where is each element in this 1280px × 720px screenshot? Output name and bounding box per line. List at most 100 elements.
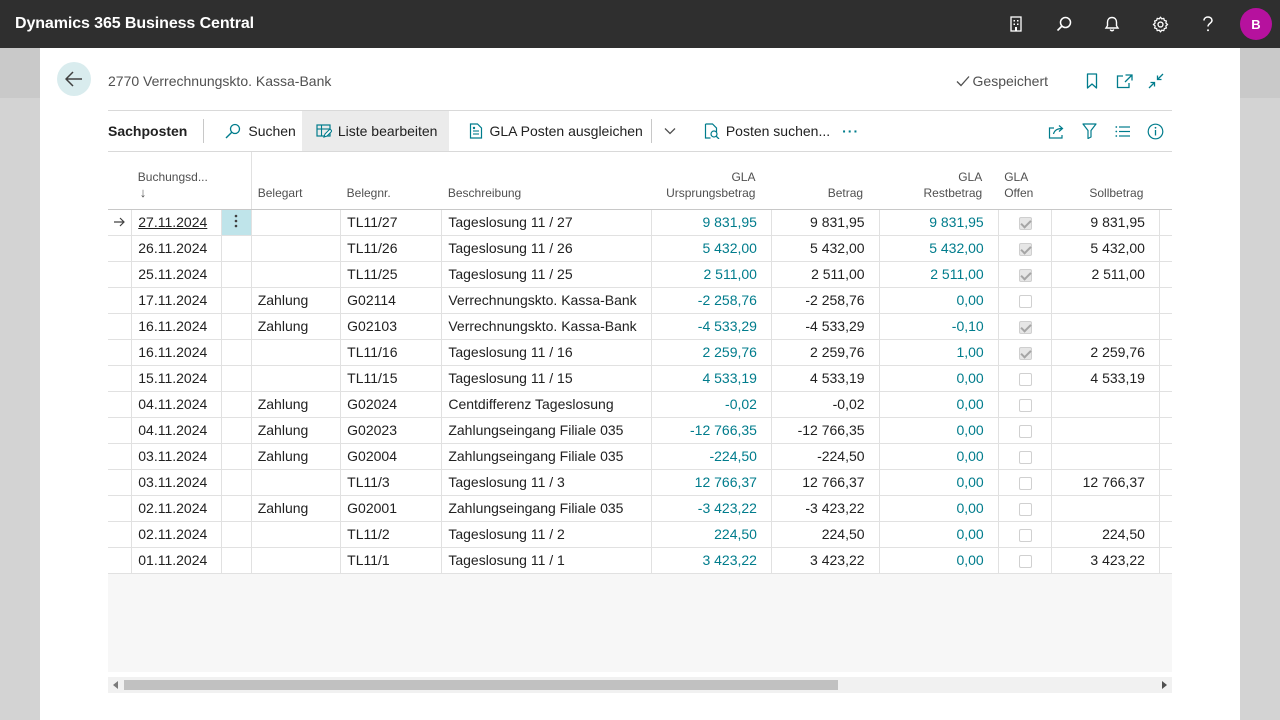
description-cell[interactable]: Zahlungseingang Filiale 035	[441, 417, 653, 444]
table-row[interactable]: 25.11.2024 TL11/25 Tageslosung 11 / 25 2 51…	[108, 261, 1172, 288]
amount-cell[interactable]: -2 258,76	[771, 287, 880, 314]
description-cell[interactable]: Tageslosung 11 / 25	[441, 261, 653, 288]
remaining-amount-cell[interactable]: 0,00	[879, 365, 999, 392]
document-no-cell[interactable]: G02114	[340, 287, 443, 314]
document-type-cell[interactable]	[251, 365, 342, 392]
remaining-amount-cell[interactable]: 0,00	[879, 521, 999, 548]
original-amount-cell[interactable]: 224,50	[651, 521, 772, 548]
original-amount-cell[interactable]: -4 533,29	[651, 313, 772, 340]
more-options-dropdown[interactable]	[656, 111, 690, 151]
description-cell[interactable]: Zahlungseingang Filiale 035	[441, 495, 653, 522]
posting-date-cell[interactable]: 15.11.2024	[131, 365, 223, 392]
posting-date-cell[interactable]: 25.11.2024	[131, 261, 223, 288]
table-row[interactable]: 27.11.2024 TL11/27 Tageslosung 11 / 27 9 83…	[108, 209, 1172, 236]
info-icon[interactable]	[1139, 118, 1172, 144]
amount-cell[interactable]: 4 533,19	[771, 365, 880, 392]
posting-date-cell[interactable]: 03.11.2024	[131, 469, 223, 496]
posting-date-cell[interactable]: 01.11.2024	[131, 547, 223, 574]
search-button[interactable]: Suchen	[218, 111, 301, 151]
original-amount-cell[interactable]: 2 511,00	[651, 261, 772, 288]
original-amount-cell[interactable]: -12 766,35	[651, 417, 772, 444]
edit-list-button[interactable]: Liste bearbeiten	[301, 111, 450, 151]
document-no-cell[interactable]: G02004	[340, 443, 443, 470]
debit-amount-cell[interactable]	[1051, 391, 1160, 418]
posting-date-cell[interactable]: 26.11.2024	[131, 235, 223, 262]
document-type-cell[interactable]: Zahlung	[251, 313, 342, 340]
debit-amount-cell[interactable]: 12 766,37	[1051, 469, 1160, 496]
posting-date-cell[interactable]: 16.11.2024	[131, 339, 223, 366]
original-amount-cell[interactable]: -0,02	[651, 391, 772, 418]
horizontal-scrollbar[interactable]	[108, 677, 1172, 693]
original-amount-cell[interactable]: -2 258,76	[651, 287, 772, 314]
gear-icon[interactable]	[1136, 0, 1184, 48]
row-actions-icon[interactable]	[234, 214, 238, 228]
amount-cell[interactable]: -12 766,35	[771, 417, 880, 444]
original-amount-cell[interactable]: 2 259,76	[651, 339, 772, 366]
table-row[interactable]: 16.11.2024 Zahlung G02103 Verrechnungskto. …	[108, 313, 1172, 340]
document-no-cell[interactable]: G02023	[340, 417, 443, 444]
posting-date-cell[interactable]: 02.11.2024	[131, 495, 223, 522]
debit-amount-cell[interactable]: 5 432,00	[1051, 235, 1160, 262]
find-entries-button[interactable]: Posten suchen...	[698, 111, 836, 151]
document-no-cell[interactable]: G02024	[340, 391, 443, 418]
description-cell[interactable]: Tageslosung 11 / 3	[441, 469, 653, 496]
amount-cell[interactable]: -3 423,22	[771, 495, 880, 522]
document-no-cell[interactable]: G02001	[340, 495, 443, 522]
list-view-icon[interactable]	[1106, 118, 1139, 144]
description-cell[interactable]: Tageslosung 11 / 26	[441, 235, 653, 262]
more-actions-button[interactable]: ···	[836, 111, 865, 151]
posting-date-cell[interactable]: 03.11.2024	[131, 443, 223, 470]
posting-date-cell[interactable]: 02.11.2024	[131, 521, 223, 548]
debit-amount-cell[interactable]: 2 259,76	[1051, 339, 1160, 366]
description-cell[interactable]: Tageslosung 11 / 2	[441, 521, 653, 548]
filter-icon[interactable]	[1073, 118, 1106, 144]
document-no-cell[interactable]: TL11/16	[340, 339, 443, 366]
search-icon[interactable]	[1040, 0, 1088, 48]
document-type-cell[interactable]	[251, 547, 342, 574]
amount-cell[interactable]: -224,50	[771, 443, 880, 470]
bookmark-icon[interactable]	[1076, 68, 1108, 94]
posting-date-cell[interactable]: 04.11.2024	[131, 391, 223, 418]
debit-amount-cell[interactable]	[1051, 313, 1160, 340]
collapse-icon[interactable]	[1140, 68, 1172, 94]
remaining-amount-cell[interactable]: 1,00	[879, 339, 999, 366]
document-no-cell[interactable]: TL11/15	[340, 365, 443, 392]
original-amount-cell[interactable]: 9 831,95	[651, 209, 772, 236]
debit-amount-cell[interactable]: 4 533,19	[1051, 365, 1160, 392]
remaining-amount-cell[interactable]: 0,00	[879, 547, 999, 574]
header-description[interactable]: Beschreibung	[441, 152, 652, 210]
posting-date-cell[interactable]: 17.11.2024	[131, 287, 223, 314]
original-amount-cell[interactable]: 12 766,37	[651, 469, 772, 496]
document-no-cell[interactable]: G02103	[340, 313, 443, 340]
header-debit-amount[interactable]: Sollbetrag	[1051, 152, 1160, 210]
document-type-cell[interactable]	[251, 235, 342, 262]
open-new-window-icon[interactable]	[1108, 68, 1140, 94]
debit-amount-cell[interactable]	[1051, 417, 1160, 444]
amount-cell[interactable]: 12 766,37	[771, 469, 880, 496]
header-remaining-amount[interactable]: GLA Restbetrag	[879, 152, 999, 210]
document-type-cell[interactable]: Zahlung	[251, 495, 342, 522]
original-amount-cell[interactable]: 3 423,22	[651, 547, 772, 574]
amount-cell[interactable]: 2 511,00	[771, 261, 880, 288]
remaining-amount-cell[interactable]: 0,00	[879, 469, 999, 496]
debit-amount-cell[interactable]	[1051, 443, 1160, 470]
document-type-cell[interactable]	[251, 469, 342, 496]
scroll-right-icon[interactable]	[1156, 677, 1172, 693]
description-cell[interactable]: Tageslosung 11 / 1	[441, 547, 653, 574]
debit-amount-cell[interactable]	[1051, 495, 1160, 522]
table-row[interactable]: 02.11.2024 TL11/2 Tageslosung 11 / 2 224,50…	[108, 521, 1172, 548]
header-open[interactable]: GLA Offen	[998, 152, 1052, 210]
posting-date-cell[interactable]: 27.11.2024	[131, 209, 223, 236]
bell-icon[interactable]	[1088, 0, 1136, 48]
debit-amount-cell[interactable]: 224,50	[1051, 521, 1160, 548]
table-row[interactable]: 16.11.2024 TL11/16 Tageslosung 11 / 16 2 25…	[108, 339, 1172, 366]
document-type-cell[interactable]	[251, 339, 342, 366]
table-row[interactable]: 15.11.2024 TL11/15 Tageslosung 11 / 15 4 53…	[108, 365, 1172, 392]
posting-date-cell[interactable]: 16.11.2024	[131, 313, 223, 340]
document-no-cell[interactable]: TL11/26	[340, 235, 443, 262]
document-type-cell[interactable]	[251, 261, 342, 288]
remaining-amount-cell[interactable]: 0,00	[879, 495, 999, 522]
description-cell[interactable]: Tageslosung 11 / 16	[441, 339, 653, 366]
remaining-amount-cell[interactable]: -0,10	[879, 313, 999, 340]
